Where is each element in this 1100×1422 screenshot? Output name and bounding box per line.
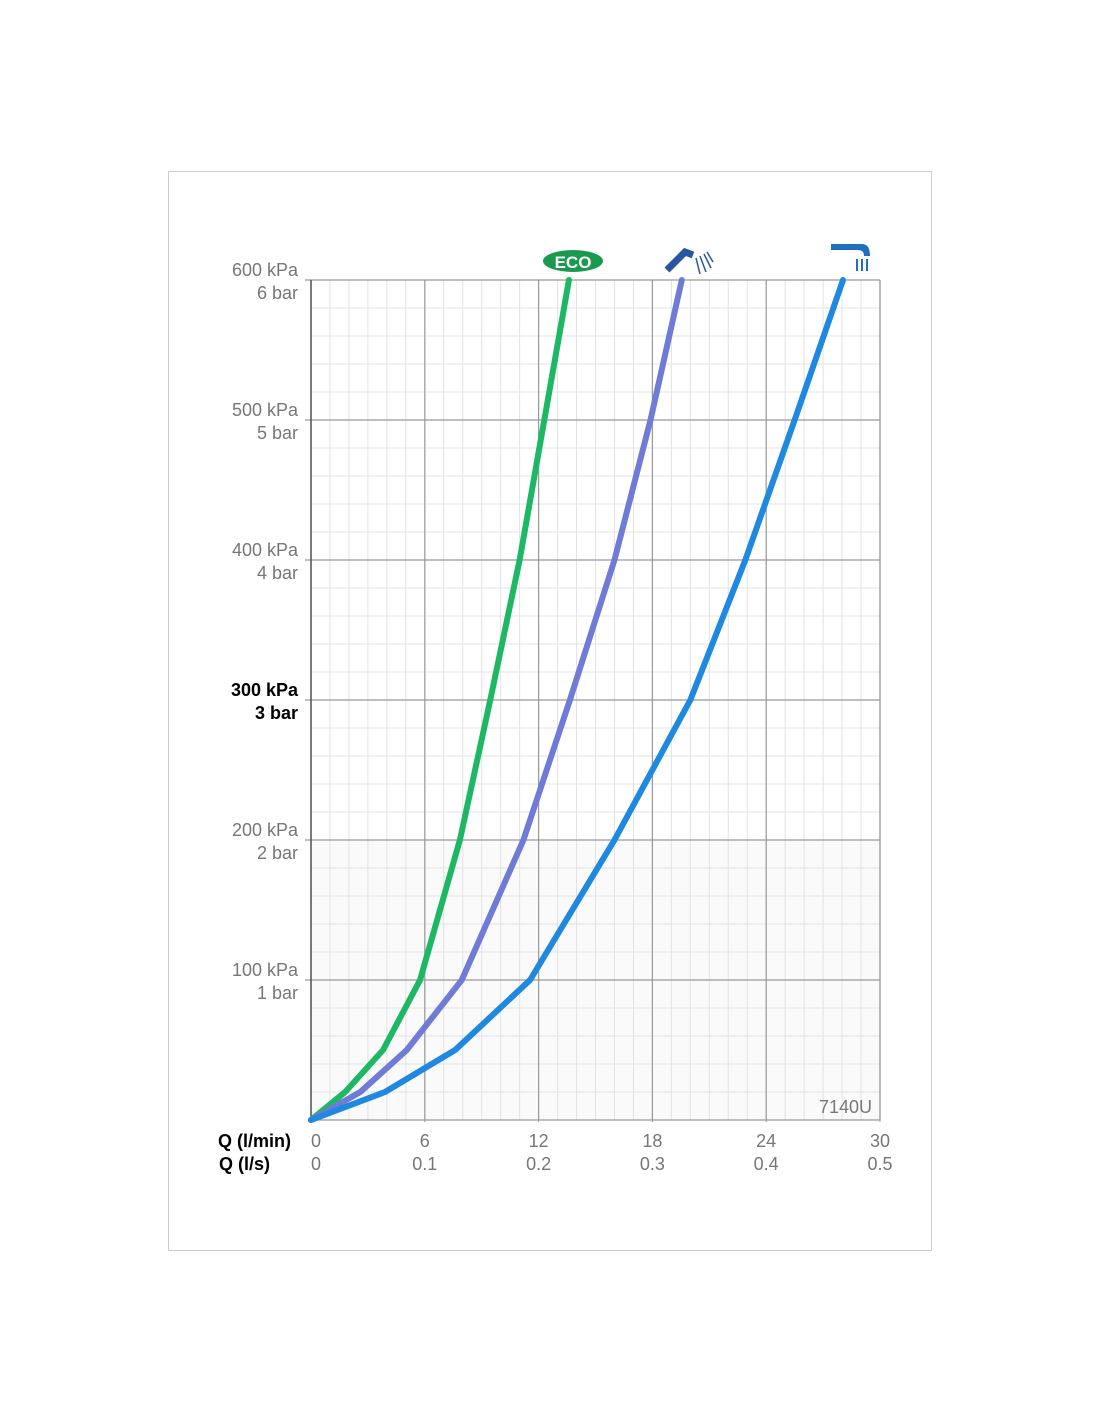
x2-axis-title: Q (l/s) <box>219 1154 270 1174</box>
x-tick-label: 30 <box>870 1131 890 1151</box>
y-tick-label: 300 kPa <box>231 680 299 700</box>
x-axis-title: Q (l/min) <box>218 1131 291 1151</box>
x2-tick-label: 0.4 <box>754 1154 779 1174</box>
curves <box>308 277 847 1123</box>
x-tick-label: 24 <box>756 1131 776 1151</box>
x2-tick-label: 0.2 <box>526 1154 551 1174</box>
x-tick-label: 18 <box>642 1131 662 1151</box>
grid: 0 6 12 18 24 30 0 0.1 0.2 0.3 0.4 0.5 100 kPa 200 kPa… <box>231 260 893 1174</box>
legend-label: ECO <box>555 253 592 272</box>
x-tick-label: 6 <box>420 1131 430 1151</box>
shower-spray <box>695 251 714 275</box>
eco-icon: ECO <box>543 250 603 272</box>
curve <box>308 277 572 1123</box>
y-tick-label: 400 kPa <box>232 540 299 560</box>
y-tick-label: 200 kPa <box>232 820 299 840</box>
curve <box>308 277 847 1123</box>
x2-tick-label: 0.1 <box>412 1154 437 1174</box>
eco-badge <box>543 250 603 272</box>
x-tick-label: 0 <box>311 1131 321 1151</box>
spray <box>861 259 863 271</box>
y2-tick-label: 4 bar <box>257 563 298 583</box>
overhead-icon <box>831 244 870 271</box>
y-tick-label: 500 kPa <box>232 400 299 420</box>
y2-tick-label: 3 bar <box>255 703 298 723</box>
x2-tick-label: 0 <box>311 1154 321 1174</box>
spray <box>866 259 868 271</box>
x2-tick-label: 0.5 <box>867 1154 892 1174</box>
hand-shower-icon <box>664 247 714 275</box>
curve <box>308 277 685 1123</box>
y2-tick-label: 1 bar <box>257 983 298 1003</box>
y2-tick-label: 6 bar <box>257 283 298 303</box>
y2-tick-label: 5 bar <box>257 423 298 443</box>
annotation: 7140U <box>819 1097 872 1117</box>
y-tick-label: 100 kPa <box>232 960 299 980</box>
x-tick-label: 12 <box>529 1131 549 1151</box>
x2-tick-label: 0.3 <box>640 1154 665 1174</box>
y2-tick-label: 2 bar <box>257 843 298 863</box>
shower-handle <box>664 247 695 273</box>
y-tick-label: 600 kPa <box>232 260 299 280</box>
overhead-arm <box>831 244 870 256</box>
spray <box>856 259 858 271</box>
